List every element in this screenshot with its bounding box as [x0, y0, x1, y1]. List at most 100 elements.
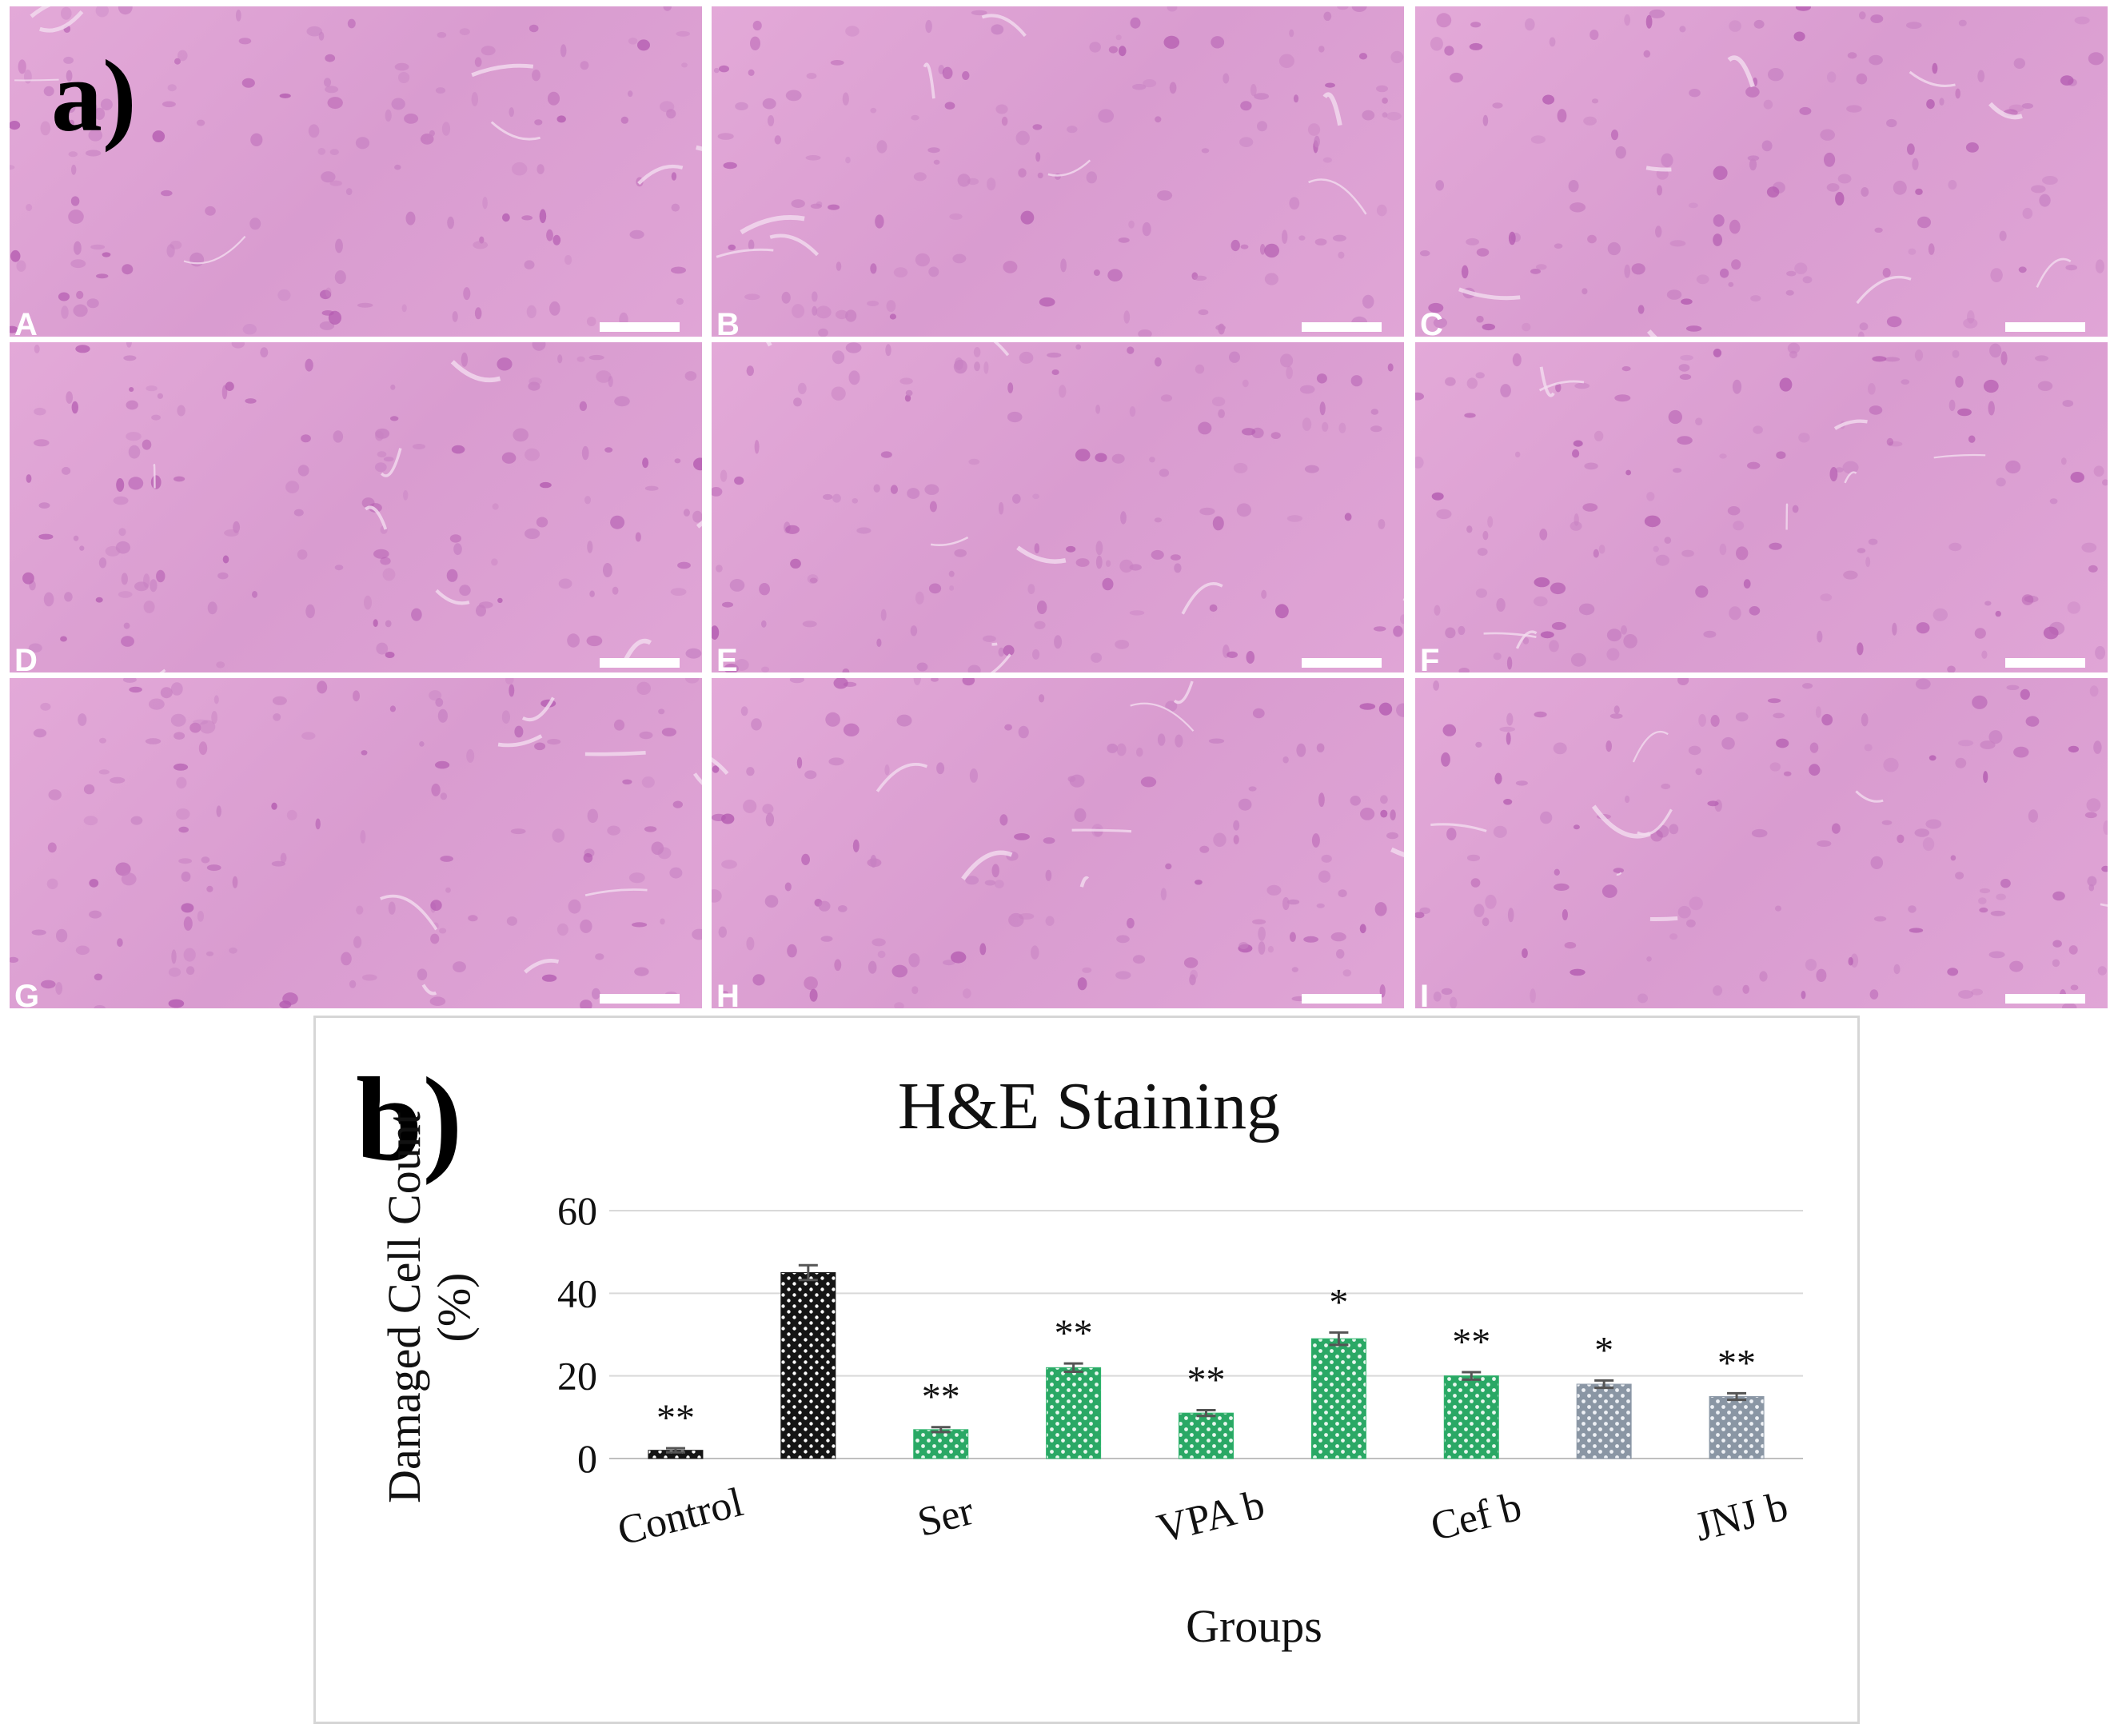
cell-nucleus — [1607, 241, 1621, 256]
cell-nucleus — [216, 661, 225, 668]
cell-nucleus — [581, 445, 589, 461]
cell-nucleus — [1873, 916, 1887, 922]
tile-letter: H — [716, 979, 740, 1008]
cell-nucleus — [2060, 457, 2067, 465]
cell-nucleus — [2005, 460, 2021, 474]
cell-nucleus — [1183, 957, 1199, 968]
cell-nucleus — [2022, 207, 2033, 219]
cell-nucleus — [1965, 142, 1979, 153]
cell-nucleus — [134, 581, 149, 592]
cell-nucleus — [2074, 16, 2090, 25]
cell-nucleus — [592, 988, 600, 1000]
cell-nucleus — [1957, 408, 1972, 417]
cell-nucleus — [177, 50, 188, 62]
cell-nucleus — [18, 59, 26, 74]
cell-nucleus — [620, 116, 628, 124]
cell-nucleus — [1387, 363, 1394, 372]
cell-nucleus — [1159, 469, 1170, 477]
cell-nucleus — [870, 263, 877, 274]
cell-nucleus — [1362, 110, 1375, 121]
cell-nucleus — [2013, 58, 2025, 70]
cell-nucleus — [317, 680, 328, 694]
cell-nucleus — [1208, 738, 1225, 744]
cell-nucleus — [373, 549, 389, 559]
cell-nucleus — [1955, 757, 1967, 768]
cell-nucleus — [1487, 516, 1494, 528]
micrograph-tile: D — [10, 342, 702, 672]
tile-letter: E — [716, 643, 739, 672]
cell-nucleus — [671, 172, 677, 181]
cell-nucleus — [482, 197, 488, 210]
cell-nucleus — [1201, 148, 1210, 154]
cell-nucleus — [1344, 513, 1352, 521]
vessel-streak — [2036, 257, 2072, 288]
cell-nucleus — [1115, 971, 1131, 980]
cell-nucleus — [437, 32, 447, 38]
cell-nucleus — [90, 244, 106, 250]
cell-nucleus — [721, 991, 728, 996]
cell-nucleus — [723, 162, 737, 170]
cell-nucleus — [1337, 6, 1349, 10]
cell-nucleus — [744, 293, 760, 301]
cell-nucleus — [1311, 833, 1320, 848]
vessel-streak — [716, 248, 774, 258]
cell-nucleus — [1583, 116, 1597, 126]
cell-nucleus — [1735, 712, 1749, 722]
cell-nucleus — [1631, 263, 1645, 275]
cell-nucleus — [663, 6, 672, 11]
cell-nucleus — [1787, 342, 1801, 354]
micrograph-tile: E — [712, 342, 1404, 672]
cell-nucleus — [33, 728, 47, 738]
cell-nucleus — [171, 949, 177, 964]
vessel-streak — [637, 164, 684, 186]
cell-nucleus — [391, 98, 405, 110]
cell-nucleus — [1500, 384, 1511, 397]
cell-nucleus — [1330, 932, 1346, 942]
cell-nucleus — [417, 968, 428, 980]
cell-nucleus — [724, 663, 739, 672]
cell-nucleus — [152, 130, 166, 142]
cell-nucleus — [1553, 742, 1567, 755]
cell-nucleus — [1727, 506, 1741, 516]
cell-nucleus — [1433, 680, 1439, 691]
significance-marker: ** — [922, 1376, 960, 1419]
cell-nucleus — [2084, 812, 2097, 819]
cell-nucleus — [1736, 546, 1749, 561]
vessel-streak — [380, 894, 438, 931]
cell-nucleus — [305, 358, 313, 372]
cell-nucleus — [113, 496, 129, 505]
vessel-streak — [712, 756, 729, 775]
cell-nucleus — [1837, 174, 1852, 184]
cell-nucleus — [1445, 627, 1456, 639]
cell-nucleus — [796, 756, 803, 769]
cell-nucleus — [333, 430, 344, 443]
cell-nucleus — [1983, 771, 1988, 784]
bar — [1709, 1396, 1765, 1459]
cell-nucleus — [250, 133, 263, 146]
cell-nucleus — [1783, 771, 1792, 776]
cell-nucleus — [383, 457, 394, 462]
cell-nucleus — [41, 980, 56, 989]
cell-nucleus — [10, 325, 18, 333]
cell-nucleus — [198, 741, 208, 756]
cell-nucleus — [1551, 621, 1566, 630]
cell-nucleus — [750, 36, 760, 50]
vessel-streak — [1322, 92, 1342, 126]
cell-nucleus — [1948, 180, 1957, 190]
cell-nucleus — [510, 828, 526, 835]
cell-nucleus — [1282, 756, 1289, 764]
cell-nucleus — [672, 800, 683, 808]
cell-nucleus — [1007, 411, 1023, 423]
cell-nucleus — [102, 252, 111, 257]
cell-nucleus — [1984, 601, 1992, 606]
cell-nucleus — [388, 901, 396, 915]
cell-nucleus — [1971, 988, 1983, 996]
cell-nucleus — [556, 115, 566, 123]
cell-nucleus — [176, 776, 187, 789]
cell-nucleus — [79, 545, 85, 551]
cell-nucleus — [70, 196, 80, 206]
cell-nucleus — [360, 830, 366, 844]
cell-nucleus — [1512, 353, 1522, 367]
cell-nucleus — [806, 73, 817, 79]
